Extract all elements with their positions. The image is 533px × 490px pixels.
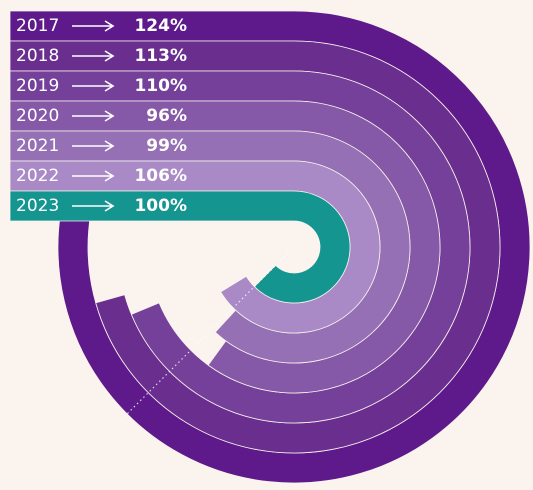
value-label: 113%: [134, 46, 187, 66]
arrow-head: [104, 110, 115, 122]
value-label: 100%: [134, 196, 187, 216]
ring-bar: [9, 190, 351, 304]
reference-line: [116, 246, 295, 425]
arrow-head: [104, 50, 115, 62]
arrow-head: [104, 140, 115, 152]
arrow-head: [104, 170, 115, 182]
arrow-head: [104, 80, 115, 92]
year-label: 2023: [16, 196, 59, 216]
year-label: 2022: [16, 166, 59, 186]
year-label: 2018: [16, 46, 59, 66]
year-label: 2021: [16, 136, 59, 156]
year-label: 2019: [16, 76, 59, 96]
value-label: 106%: [134, 166, 187, 186]
arrow-head: [104, 20, 115, 32]
year-label: 2017: [16, 16, 59, 36]
year-label: 2020: [16, 106, 59, 126]
arrow-head: [104, 200, 115, 212]
value-label: 99%: [146, 136, 187, 156]
value-label: 110%: [134, 76, 187, 96]
value-label: 96%: [146, 106, 187, 126]
value-label: 124%: [134, 16, 187, 36]
